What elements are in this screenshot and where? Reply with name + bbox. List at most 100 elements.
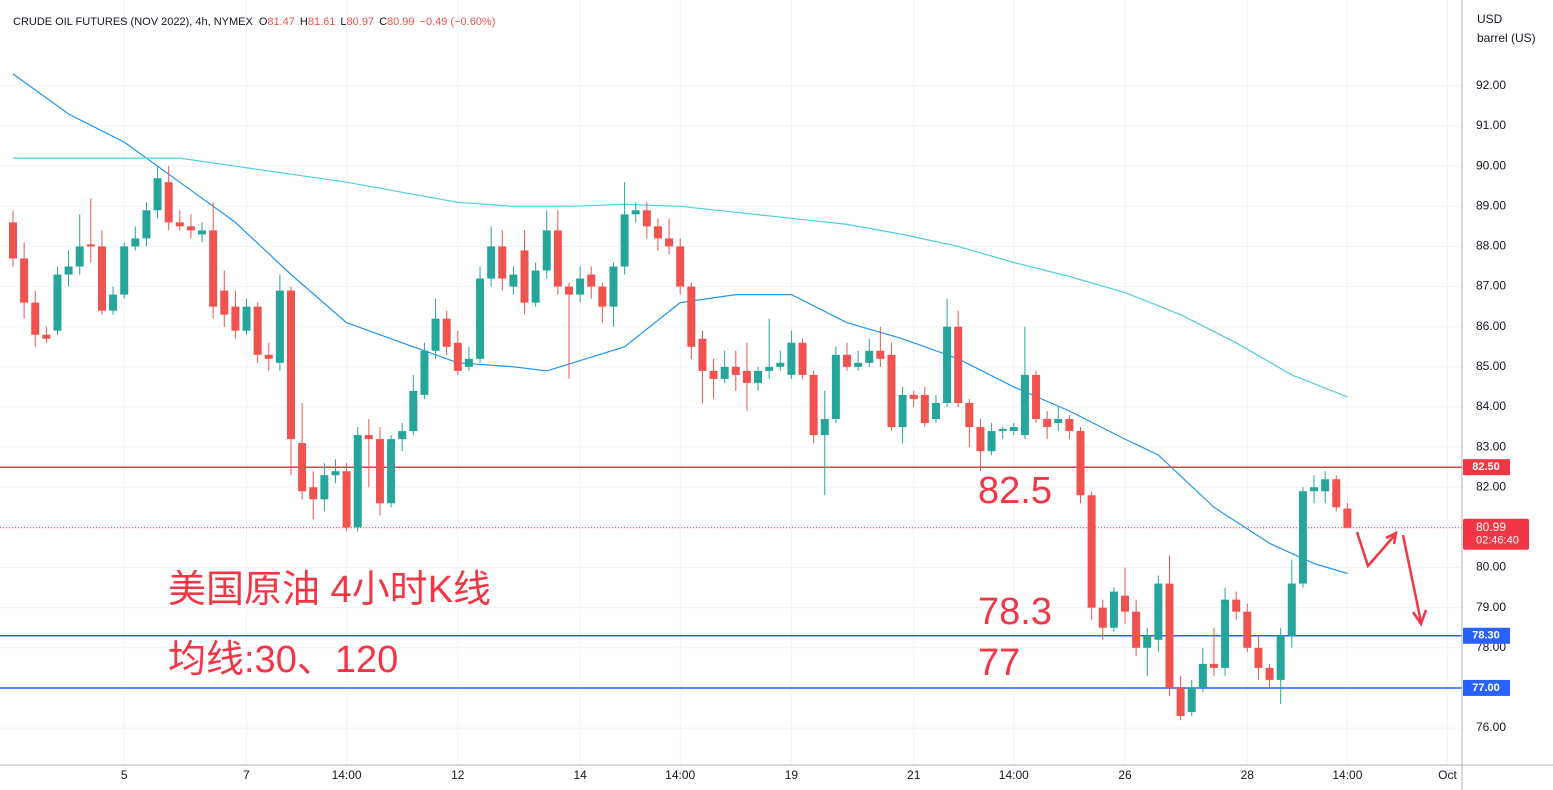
candle-body xyxy=(931,402,940,420)
candle-body xyxy=(587,274,596,287)
y-tick-label: 83.00 xyxy=(1476,439,1506,453)
candle-body xyxy=(53,274,62,331)
candle-body xyxy=(943,326,952,403)
candle-body xyxy=(620,214,629,267)
ohlc-value: 81.47 xyxy=(267,16,295,28)
level-badge xyxy=(1463,459,1510,476)
candle-body xyxy=(598,286,607,307)
candle-body xyxy=(1143,635,1152,648)
candle-body xyxy=(820,419,829,436)
candle-body xyxy=(565,286,573,295)
x-tick-label: 26 xyxy=(1118,768,1132,782)
candle-body xyxy=(843,354,851,367)
ohlc-value: 80.97 xyxy=(347,16,375,28)
candle-body xyxy=(631,210,640,215)
x-tick-label: 14:00 xyxy=(665,768,695,782)
header: CRUDE OIL FUTURES (NOV 2022), 4h, NYMEX O… xyxy=(13,16,495,28)
x-tick-label: 19 xyxy=(785,768,799,782)
y-tick-label: 89.00 xyxy=(1476,198,1506,212)
y-tick-label: 88.00 xyxy=(1476,239,1506,253)
arrow xyxy=(1355,531,1395,569)
candle-body xyxy=(464,358,473,367)
candle-body xyxy=(776,362,785,367)
candle-body xyxy=(1209,663,1218,668)
candle-body xyxy=(353,435,362,528)
level-badge xyxy=(1463,627,1510,644)
x-tick-label: 14:00 xyxy=(999,768,1029,782)
candle-body xyxy=(120,246,129,295)
last-price-badge xyxy=(1463,518,1529,550)
candle-body xyxy=(186,226,195,231)
candle-body xyxy=(1310,487,1319,492)
arrows xyxy=(1355,530,1428,627)
ma-line xyxy=(13,157,1348,398)
candle-body xyxy=(787,342,796,375)
y-tick-label: 76.00 xyxy=(1476,720,1506,734)
candle-body xyxy=(275,290,284,363)
candle-body xyxy=(420,350,429,395)
candle-body xyxy=(1232,599,1241,612)
level-label: 78.30 xyxy=(1472,630,1500,642)
header-text: CRUDE OIL FUTURES (NOV 2022), 4h, NYMEX O… xyxy=(13,16,495,28)
candle-body xyxy=(1198,663,1207,688)
candle-body xyxy=(198,230,207,235)
candle-body xyxy=(164,182,173,223)
candle-body xyxy=(609,266,618,307)
arrowhead xyxy=(1385,530,1398,545)
candle-body xyxy=(1243,611,1252,648)
candle-body xyxy=(1287,583,1296,636)
annotation: 82.5 xyxy=(978,470,1052,512)
candle-body xyxy=(1109,591,1118,628)
candle-body xyxy=(1332,479,1341,508)
candle-body xyxy=(720,366,729,379)
candle-body xyxy=(220,290,229,315)
candle-body xyxy=(1187,687,1196,713)
candle-body xyxy=(131,238,140,247)
y-tick-label: 87.00 xyxy=(1476,279,1506,293)
candle-body xyxy=(1065,419,1074,432)
candle-body xyxy=(1265,667,1274,680)
candle-body xyxy=(987,431,996,452)
unit: USD xyxy=(1477,12,1503,26)
level-label: 82.50 xyxy=(1472,461,1500,473)
candle-body xyxy=(998,429,1007,432)
candle-body xyxy=(898,394,907,428)
x-tick-label: 21 xyxy=(907,768,921,782)
last-price-label: 80.99 xyxy=(1476,520,1506,534)
candle-body xyxy=(642,210,651,227)
marks-layer xyxy=(0,73,1462,721)
arrow xyxy=(1401,534,1423,623)
x-tick-label: 14:00 xyxy=(332,768,362,782)
candle-body xyxy=(1254,647,1263,668)
candle-body xyxy=(64,266,73,275)
level-badge xyxy=(1463,679,1510,696)
candle-body xyxy=(331,471,340,476)
change: −0.49 (−0.60%) xyxy=(420,16,496,28)
x-tick-label: 14 xyxy=(573,768,587,782)
grid-layer xyxy=(0,0,1462,765)
candle-body xyxy=(954,326,963,403)
header-title: CRUDE OIL FUTURES (NOV 2022), 4h, NYMEX xyxy=(13,16,253,28)
y-tick-label: 80.00 xyxy=(1476,560,1506,574)
candle-body xyxy=(342,471,351,528)
candle-body xyxy=(1154,583,1163,640)
candle-body xyxy=(1076,431,1085,496)
candle-body xyxy=(409,390,418,432)
candle-body xyxy=(576,278,585,295)
unit: barrel (US) xyxy=(1477,31,1536,45)
annotation: 77 xyxy=(978,642,1020,684)
candle-body xyxy=(909,394,918,399)
candle-body xyxy=(665,238,674,247)
candle-body xyxy=(298,443,307,492)
candle-body xyxy=(1176,687,1185,717)
candle-body xyxy=(1343,508,1352,528)
candle-body xyxy=(86,244,95,247)
candle-body xyxy=(742,370,751,383)
candle-body xyxy=(75,246,84,267)
candle-body xyxy=(487,246,496,279)
candle-body xyxy=(920,394,929,424)
candle-body xyxy=(398,431,407,440)
candle-body xyxy=(542,230,551,271)
